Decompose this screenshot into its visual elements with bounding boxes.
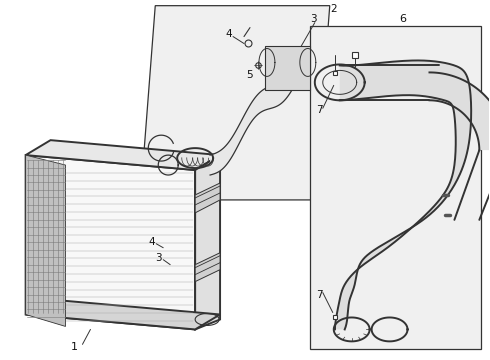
Text: 4: 4 <box>148 237 155 247</box>
Text: 5: 5 <box>246 71 253 80</box>
Polygon shape <box>25 155 66 327</box>
Text: 7: 7 <box>316 105 322 115</box>
Text: 3: 3 <box>310 14 317 24</box>
Polygon shape <box>210 50 305 175</box>
Text: 3: 3 <box>155 253 162 263</box>
Polygon shape <box>25 155 195 329</box>
Bar <box>310 26 481 349</box>
Text: 1: 1 <box>71 342 77 352</box>
Text: 6: 6 <box>399 14 407 24</box>
Polygon shape <box>195 183 220 213</box>
Polygon shape <box>335 60 471 329</box>
Polygon shape <box>25 140 220 170</box>
Polygon shape <box>429 72 490 150</box>
Text: 2: 2 <box>330 4 336 14</box>
Polygon shape <box>140 6 330 200</box>
Text: 4: 4 <box>225 28 232 39</box>
Polygon shape <box>265 45 310 90</box>
Polygon shape <box>195 253 220 282</box>
Polygon shape <box>25 300 220 329</box>
Polygon shape <box>195 155 220 329</box>
Text: 7: 7 <box>316 289 322 300</box>
